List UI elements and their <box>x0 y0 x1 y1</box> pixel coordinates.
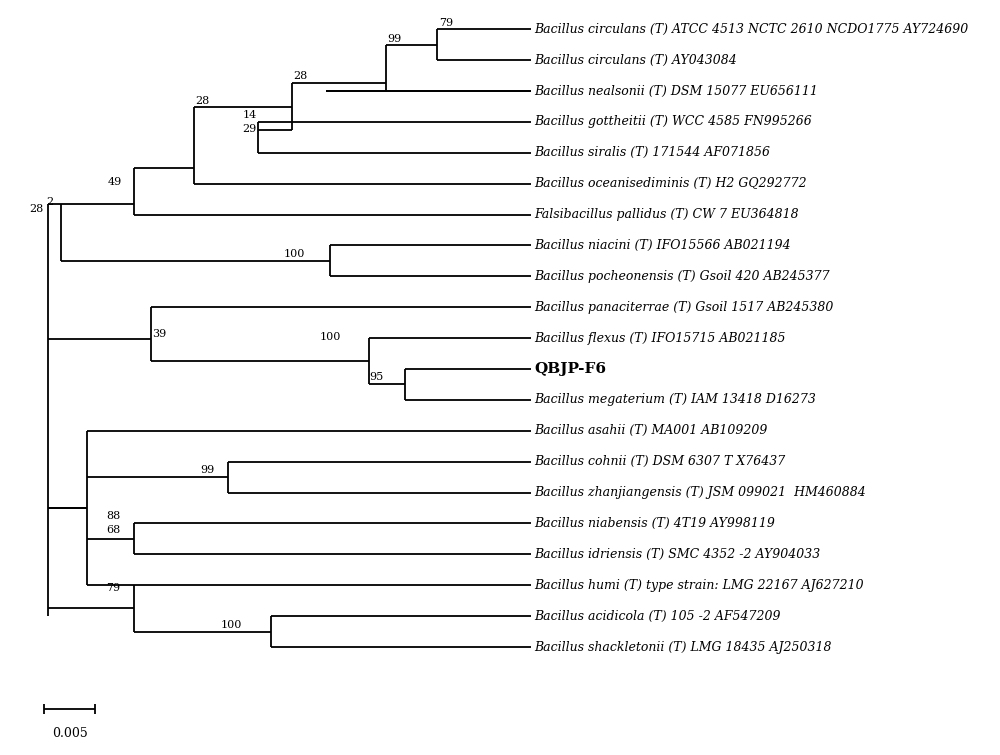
Text: 14: 14 <box>242 110 257 120</box>
Text: Bacillus niabensis (T) 4T19 AY998119: Bacillus niabensis (T) 4T19 AY998119 <box>535 517 775 530</box>
Text: Bacillus oceanisediminis (T) H2 GQ292772: Bacillus oceanisediminis (T) H2 GQ292772 <box>535 177 807 190</box>
Text: 29: 29 <box>242 124 257 134</box>
Text: Bacillus siralis (T) 171544 AF071856: Bacillus siralis (T) 171544 AF071856 <box>535 146 771 159</box>
Text: Bacillus circulans (T) ATCC 4513 NCTC 2610 NCDO1775 AY724690: Bacillus circulans (T) ATCC 4513 NCTC 26… <box>535 23 969 35</box>
Text: 39: 39 <box>153 329 167 339</box>
Text: 28: 28 <box>294 71 308 81</box>
Text: 100: 100 <box>283 249 305 259</box>
Text: 68: 68 <box>106 525 121 535</box>
Text: Falsibacillus pallidus (T) CW 7 EU364818: Falsibacillus pallidus (T) CW 7 EU364818 <box>535 208 799 221</box>
Text: Bacillus humi (T) type strain: LMG 22167 AJ627210: Bacillus humi (T) type strain: LMG 22167… <box>535 579 864 592</box>
Text: 2: 2 <box>46 197 53 207</box>
Text: Bacillus cohnii (T) DSM 6307 T X76437: Bacillus cohnii (T) DSM 6307 T X76437 <box>535 455 786 468</box>
Text: 99: 99 <box>388 34 402 44</box>
Text: Bacillus idriensis (T) SMC 4352 -2 AY904033: Bacillus idriensis (T) SMC 4352 -2 AY904… <box>535 548 821 561</box>
Text: 88: 88 <box>106 511 121 522</box>
Text: 95: 95 <box>369 372 383 383</box>
Text: Bacillus gottheitii (T) WCC 4585 FN995266: Bacillus gottheitii (T) WCC 4585 FN99526… <box>535 116 812 128</box>
Text: 100: 100 <box>221 620 242 630</box>
Text: 79: 79 <box>439 18 453 28</box>
Text: Bacillus zhanjiangensis (T) JSM 099021  HM460884: Bacillus zhanjiangensis (T) JSM 099021 H… <box>535 486 866 499</box>
Text: 100: 100 <box>319 332 341 342</box>
Text: Bacillus niacini (T) IFO15566 AB021194: Bacillus niacini (T) IFO15566 AB021194 <box>535 239 791 252</box>
Text: 79: 79 <box>106 583 121 593</box>
Text: Bacillus flexus (T) IFO15715 AB021185: Bacillus flexus (T) IFO15715 AB021185 <box>535 331 786 344</box>
Text: Bacillus asahii (T) MA001 AB109209: Bacillus asahii (T) MA001 AB109209 <box>535 424 768 437</box>
Text: QBJP-F6: QBJP-F6 <box>535 362 607 376</box>
Text: 49: 49 <box>108 177 122 186</box>
Text: Bacillus nealsonii (T) DSM 15077 EU656111: Bacillus nealsonii (T) DSM 15077 EU65611… <box>535 85 818 97</box>
Text: 0.005: 0.005 <box>52 727 88 740</box>
Text: Bacillus shackletonii (T) LMG 18435 AJ250318: Bacillus shackletonii (T) LMG 18435 AJ25… <box>535 640 832 654</box>
Text: 28: 28 <box>30 204 44 214</box>
Text: Bacillus acidicola (T) 105 -2 AF547209: Bacillus acidicola (T) 105 -2 AF547209 <box>535 609 781 623</box>
Text: Bacillus megaterium (T) IAM 13418 D16273: Bacillus megaterium (T) IAM 13418 D16273 <box>535 393 816 406</box>
Text: 99: 99 <box>200 465 215 475</box>
Text: Bacillus panaciterrae (T) Gsoil 1517 AB245380: Bacillus panaciterrae (T) Gsoil 1517 AB2… <box>535 300 834 314</box>
Text: Bacillus circulans (T) AY043084: Bacillus circulans (T) AY043084 <box>535 54 737 66</box>
Text: 28: 28 <box>195 95 210 106</box>
Text: Bacillus pocheonensis (T) Gsoil 420 AB245377: Bacillus pocheonensis (T) Gsoil 420 AB24… <box>535 270 830 283</box>
